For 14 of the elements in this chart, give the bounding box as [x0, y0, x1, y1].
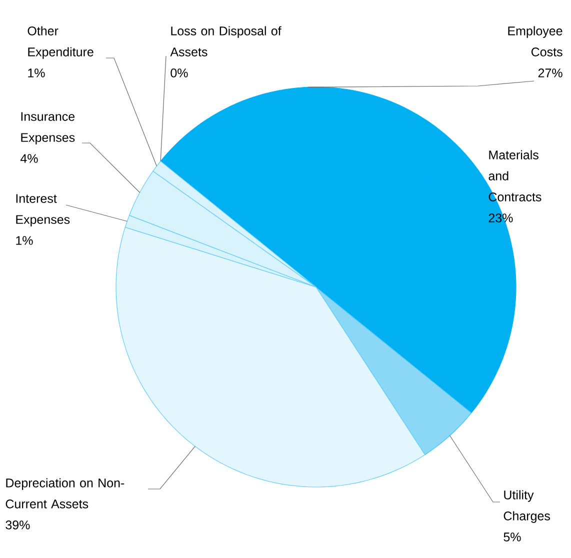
slice-label: Depreciation on Non-Current Assets — [6, 478, 124, 508]
slice-label: Interest Expenses — [16, 194, 70, 226]
data-label: 27% — [538, 68, 562, 78]
data-label: 39% — [6, 520, 30, 530]
slice-label: Insurance Expenses — [21, 112, 75, 144]
category-label: Loss on Disposal of Assets — [170, 26, 282, 56]
text: 0% — [170, 68, 188, 78]
slice-label: Utility Charges — [504, 490, 550, 523]
data-label: 1% — [16, 236, 33, 245]
data-label: 5% — [504, 532, 521, 542]
slice-label: Employee Costs — [508, 26, 562, 56]
data-label: 1% — [28, 68, 45, 78]
slice-label: Other Expenditure — [28, 26, 94, 59]
data-label: 4% — [20, 154, 38, 163]
